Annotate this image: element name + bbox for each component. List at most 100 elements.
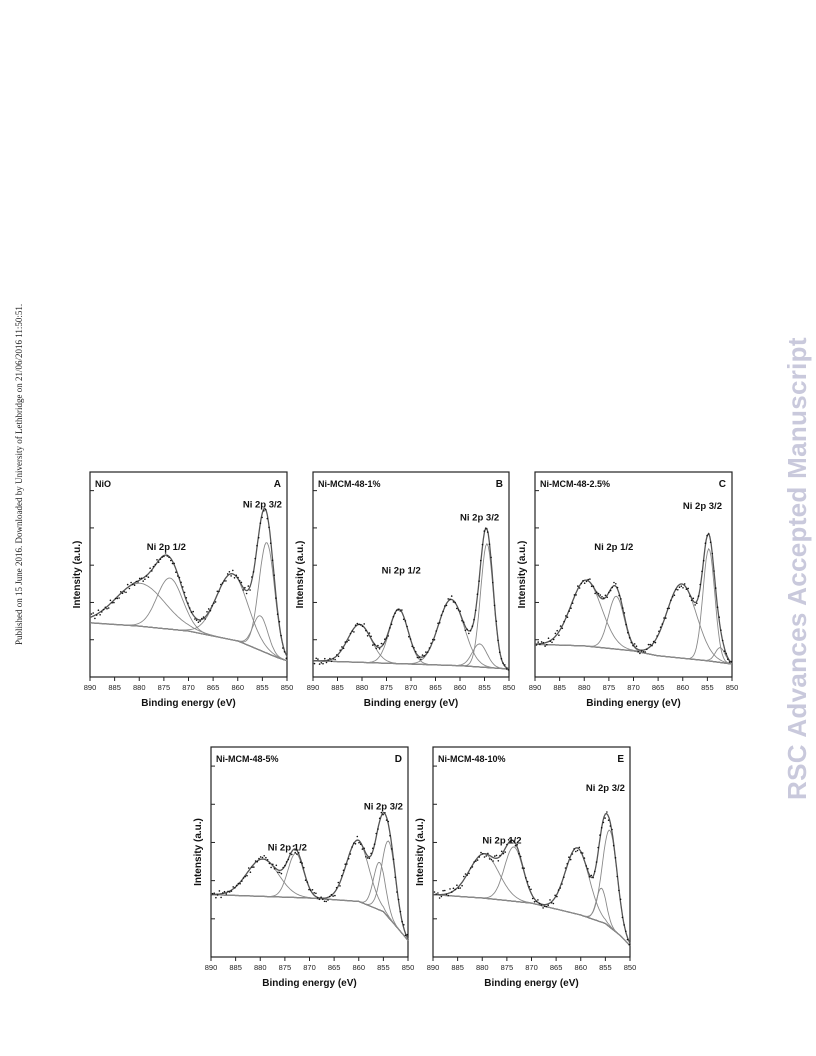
- data-point: [473, 618, 475, 621]
- data-point: [161, 556, 163, 558]
- x-tick-label: 860: [231, 683, 244, 692]
- data-point: [633, 643, 636, 645]
- data-point: [378, 817, 381, 820]
- component-peak-3: [313, 598, 510, 670]
- data-point: [457, 887, 460, 889]
- data-point: [518, 852, 520, 855]
- x-tick-label: 865: [207, 683, 220, 692]
- y-axis-label: Intensity (a.u.): [72, 541, 83, 609]
- data-point: [149, 567, 151, 569]
- data-point: [623, 612, 626, 614]
- data-point: [544, 905, 546, 908]
- data-point: [450, 595, 453, 597]
- data-point: [178, 576, 181, 579]
- data-point: [680, 585, 683, 587]
- data-point: [486, 531, 489, 533]
- data-point: [585, 865, 587, 867]
- data-point: [313, 892, 316, 894]
- x-tick-label: 875: [380, 683, 393, 692]
- data-point: [526, 880, 529, 883]
- data-point: [401, 920, 403, 923]
- data-point: [708, 533, 710, 535]
- data-point: [711, 552, 714, 555]
- data-point: [563, 876, 565, 878]
- data-point: [421, 654, 424, 656]
- data-point: [359, 843, 362, 845]
- data-point: [608, 591, 610, 594]
- data-point: [620, 598, 622, 600]
- x-axis-label: Binding energy (eV): [141, 698, 235, 709]
- data-point: [628, 637, 631, 639]
- x-tick-label: 860: [574, 963, 587, 972]
- data-point: [348, 639, 350, 641]
- data-point: [411, 645, 414, 648]
- data-point: [720, 629, 722, 631]
- data-point: [575, 850, 577, 853]
- data-point: [152, 565, 155, 568]
- data-point: [322, 898, 324, 901]
- data-point: [121, 592, 124, 595]
- data-point: [375, 647, 378, 650]
- data-point: [92, 612, 94, 614]
- data-point: [661, 623, 664, 625]
- data-point: [264, 508, 267, 511]
- data-point: [299, 861, 302, 863]
- component-peak-5: [211, 840, 409, 940]
- data-point: [197, 621, 200, 623]
- data-point: [587, 868, 589, 870]
- data-point: [249, 589, 251, 591]
- data-point: [537, 641, 539, 643]
- data-point: [351, 630, 354, 632]
- data-point: [296, 853, 298, 855]
- data-point: [370, 635, 372, 638]
- data-point: [358, 841, 360, 844]
- data-point: [697, 595, 700, 597]
- data-point: [594, 592, 596, 595]
- data-point: [452, 601, 455, 603]
- data-point: [406, 625, 408, 628]
- data-point: [353, 842, 355, 844]
- data-point: [492, 581, 494, 584]
- data-point: [723, 650, 726, 652]
- data-point: [435, 630, 438, 632]
- data-point: [577, 585, 579, 587]
- sample-name: NiO: [95, 479, 111, 489]
- data-point: [682, 587, 684, 589]
- data-point: [552, 902, 555, 905]
- data-point: [531, 897, 534, 900]
- data-point: [580, 851, 582, 854]
- data-point: [665, 617, 667, 619]
- data-point: [215, 896, 217, 899]
- data-point: [284, 864, 286, 867]
- peak-label-2p-3-2: Ni 2p 3/2: [460, 513, 499, 524]
- x-tick-label: 855: [701, 683, 714, 692]
- y-axis-label: Intensity (a.u.): [415, 818, 426, 886]
- peak-label-2p-3-2: Ni 2p 3/2: [586, 783, 625, 794]
- data-point: [207, 608, 210, 610]
- data-point: [304, 879, 307, 881]
- data-point: [498, 651, 501, 654]
- data-point: [222, 892, 224, 894]
- data-point: [604, 817, 606, 819]
- data-point: [433, 891, 436, 893]
- data-point: [462, 621, 465, 623]
- data-point: [542, 641, 545, 644]
- data-point: [606, 596, 608, 599]
- data-point: [373, 843, 376, 845]
- x-tick-label: 865: [550, 963, 563, 972]
- data-point: [663, 617, 665, 619]
- data-point: [157, 561, 160, 563]
- data-point: [507, 669, 510, 671]
- data-point: [147, 576, 150, 578]
- data-point: [449, 598, 451, 600]
- data-point: [254, 860, 257, 862]
- data-point: [547, 637, 550, 639]
- data-point: [145, 575, 148, 577]
- data-point: [166, 555, 169, 557]
- data-point: [618, 889, 620, 892]
- data-point: [273, 574, 276, 576]
- data-point: [569, 858, 572, 861]
- peak-label-2p-1-2: Ni 2p 1/2: [382, 565, 421, 576]
- data-point: [730, 660, 733, 663]
- data-point: [211, 604, 213, 607]
